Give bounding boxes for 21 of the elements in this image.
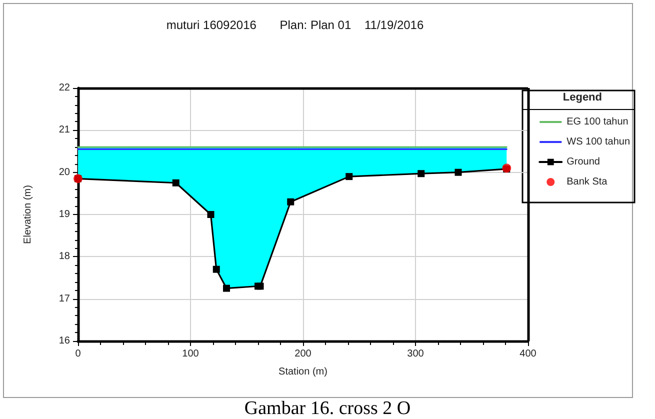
legend-label: EG 100 tahun	[566, 116, 628, 128]
y-tick-label: 17	[58, 293, 70, 304]
x-tick-label: 100	[182, 348, 200, 360]
x-tick-label: 200	[294, 348, 312, 360]
x-tick-label: 0	[75, 348, 82, 360]
x-tick-label: 300	[407, 348, 424, 360]
text: Gambar 16. cross 2 O	[243, 398, 412, 419]
legend-title: Legend	[562, 92, 602, 104]
y-tick-label: 19	[58, 209, 70, 220]
x-tick-label: 400	[520, 348, 537, 360]
legend-label: Bank Sta	[566, 176, 608, 188]
y-tick-label: 20	[58, 166, 70, 178]
y-tick-label: 18	[58, 251, 70, 262]
chart-title: muturi 16092016 Plan: Plan 01 11/19/2016	[166, 18, 424, 32]
legend-label: WS 100 tahun	[566, 136, 630, 148]
y-tick-label: 16	[58, 336, 70, 346]
y-tick-label: 22	[58, 82, 70, 94]
y-tick-label: 21	[58, 124, 70, 136]
legend-label: Ground	[566, 156, 600, 168]
y-axis-title: Elevation (m)	[22, 185, 34, 244]
x-axis-title: Station (m)	[278, 366, 328, 378]
